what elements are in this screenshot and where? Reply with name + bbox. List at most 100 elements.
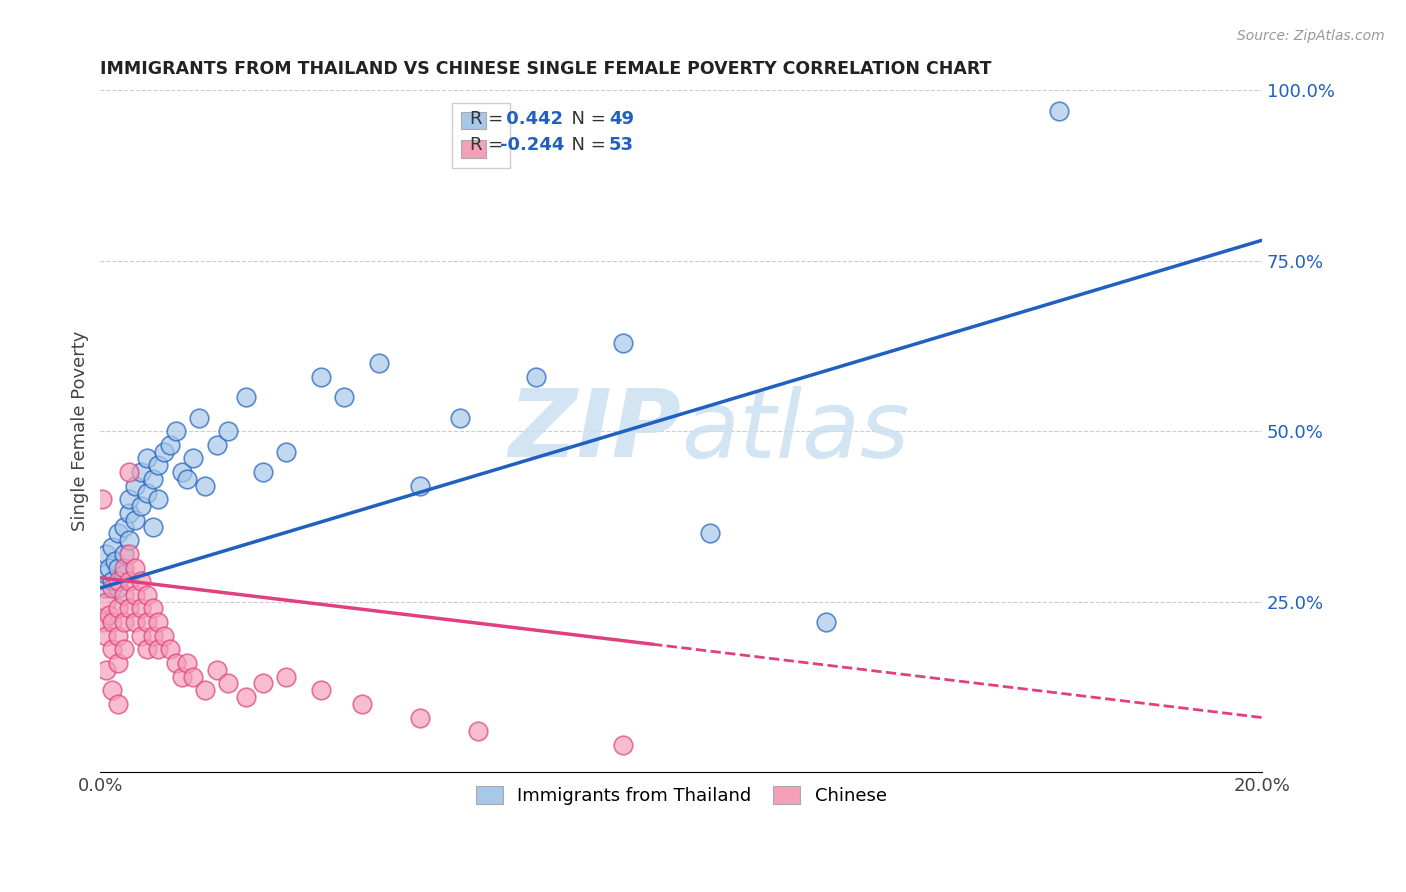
Point — [333, 390, 356, 404]
Point — [112, 560, 135, 574]
Text: R =: R = — [470, 111, 509, 128]
Point — [101, 683, 124, 698]
Point — [309, 683, 332, 698]
Point — [235, 690, 257, 704]
Point — [217, 676, 239, 690]
Text: atlas: atlas — [681, 385, 910, 476]
Point — [135, 451, 157, 466]
Point — [815, 615, 838, 629]
Point — [176, 656, 198, 670]
Point — [409, 710, 432, 724]
Point — [124, 513, 146, 527]
Point — [107, 581, 129, 595]
Point — [101, 574, 124, 589]
Point — [129, 601, 152, 615]
Point — [276, 670, 298, 684]
Point — [107, 601, 129, 615]
Point — [148, 642, 170, 657]
Point — [124, 560, 146, 574]
Point — [107, 629, 129, 643]
Point — [188, 410, 211, 425]
Point — [612, 335, 634, 350]
Point — [124, 479, 146, 493]
Point — [96, 629, 118, 643]
Point — [205, 438, 228, 452]
Point — [118, 492, 141, 507]
Point — [101, 581, 124, 595]
Point — [467, 724, 489, 739]
Point — [524, 369, 547, 384]
Point — [118, 547, 141, 561]
Point — [104, 554, 127, 568]
Point — [107, 526, 129, 541]
Point — [276, 444, 298, 458]
Point — [112, 588, 135, 602]
Point — [142, 601, 165, 615]
Point — [159, 642, 181, 657]
Point — [107, 656, 129, 670]
Legend: Immigrants from Thailand, Chinese: Immigrants from Thailand, Chinese — [467, 777, 896, 814]
Point — [124, 588, 146, 602]
Text: IMMIGRANTS FROM THAILAND VS CHINESE SINGLE FEMALE POVERTY CORRELATION CHART: IMMIGRANTS FROM THAILAND VS CHINESE SING… — [100, 60, 991, 78]
Point — [101, 540, 124, 554]
Point — [129, 465, 152, 479]
Point — [112, 615, 135, 629]
Point — [91, 492, 114, 507]
Point — [96, 567, 118, 582]
Point — [107, 560, 129, 574]
Point — [94, 581, 117, 595]
Text: 53: 53 — [609, 136, 634, 154]
Point — [165, 424, 187, 438]
Point — [101, 642, 124, 657]
Point — [118, 465, 141, 479]
Point — [205, 663, 228, 677]
Text: N =: N = — [561, 111, 612, 128]
Point — [148, 615, 170, 629]
Point — [96, 594, 118, 608]
Text: 49: 49 — [609, 111, 634, 128]
Point — [194, 683, 217, 698]
Point — [235, 390, 257, 404]
Point — [129, 574, 152, 589]
Point — [217, 424, 239, 438]
Point — [142, 629, 165, 643]
Point — [118, 574, 141, 589]
Point — [252, 676, 274, 690]
Point — [118, 533, 141, 548]
Point — [252, 465, 274, 479]
Point — [612, 738, 634, 752]
Point — [135, 588, 157, 602]
Point — [112, 547, 135, 561]
Y-axis label: Single Female Poverty: Single Female Poverty — [72, 331, 89, 532]
Point — [1047, 103, 1070, 118]
Point — [409, 479, 432, 493]
Point — [112, 642, 135, 657]
Point — [153, 444, 176, 458]
Text: 0.442: 0.442 — [501, 111, 562, 128]
Point — [194, 479, 217, 493]
Text: N =: N = — [561, 136, 612, 154]
Point — [142, 519, 165, 533]
Point — [148, 492, 170, 507]
Point — [170, 670, 193, 684]
Text: ZIP: ZIP — [508, 385, 681, 477]
Point — [181, 451, 204, 466]
Point — [96, 547, 118, 561]
Point — [142, 472, 165, 486]
Point — [129, 499, 152, 513]
Point — [96, 663, 118, 677]
Point — [159, 438, 181, 452]
Point — [101, 615, 124, 629]
Point — [124, 615, 146, 629]
Point — [98, 560, 121, 574]
Point — [129, 629, 152, 643]
Point — [98, 608, 121, 623]
Point — [350, 697, 373, 711]
Point — [165, 656, 187, 670]
Point — [170, 465, 193, 479]
Point — [176, 472, 198, 486]
Point — [107, 574, 129, 589]
Point — [135, 615, 157, 629]
Point — [112, 567, 135, 582]
Point — [148, 458, 170, 473]
